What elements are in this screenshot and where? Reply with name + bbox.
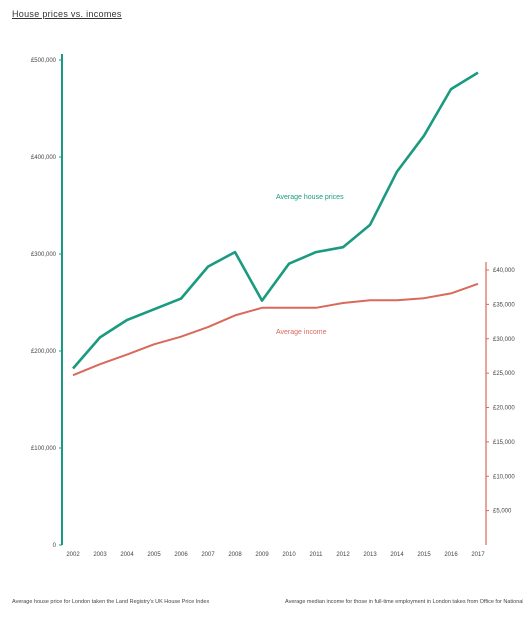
x-tick-label: 2008 — [228, 552, 242, 558]
right-tick-label: £35,000 — [493, 302, 515, 308]
series-line-house — [72, 71, 479, 370]
right-tick-label: £20,000 — [493, 406, 515, 412]
left-tick-label: £400,000 — [31, 155, 57, 161]
left-y-axis: 0 £100,000 £200,000 £300,000 £400,000 £500,00… — [31, 54, 63, 549]
x-tick-label: 2009 — [255, 552, 269, 558]
x-tick-label: 2016 — [444, 552, 458, 558]
series-line-income — [72, 282, 479, 377]
series-label-income: Average income — [276, 329, 327, 336]
right-tick-label: £10,000 — [493, 474, 515, 480]
x-tick-label: 2010 — [282, 552, 296, 558]
right-tick-label: £40,000 — [493, 268, 515, 274]
x-tick-label: 2011 — [310, 552, 324, 558]
left-tick-label: £100,000 — [31, 446, 57, 452]
left-tick-label: £300,000 — [31, 252, 57, 258]
left-tick-label: £500,000 — [31, 58, 57, 64]
source-note-house: Average house price for London taken the… — [12, 599, 210, 605]
left-tick-label: 0 — [53, 543, 57, 549]
series-label-house: Average house prices — [276, 194, 344, 201]
chart-title: House prices vs. incomes — [12, 9, 122, 19]
x-tick-label: 2004 — [120, 552, 134, 558]
x-tick-label: 2017 — [471, 552, 485, 558]
x-tick-label: 2005 — [147, 552, 161, 558]
x-tick-label: 2012 — [336, 552, 350, 558]
left-tick-label: £200,000 — [31, 349, 57, 355]
source-note-income: Average median income for those in full-… — [285, 599, 523, 605]
right-y-axis: £5,000 £10,000 £15,000 £20,000 £25,000 £30,00… — [485, 262, 515, 545]
right-tick-label: £15,000 — [493, 440, 515, 446]
x-tick-label: 2006 — [174, 552, 188, 558]
right-tick-label: £25,000 — [493, 371, 515, 377]
x-tick-label: 2002 — [66, 552, 80, 558]
series-layer — [72, 71, 479, 377]
right-tick-label: £30,000 — [493, 337, 515, 343]
right-tick-label: £5,000 — [493, 509, 512, 515]
x-tick-label: 2014 — [390, 552, 404, 558]
x-tick-label: 2007 — [201, 552, 215, 558]
x-tick-label: 2015 — [417, 552, 431, 558]
x-tick-label: 2013 — [363, 552, 377, 558]
x-tick-label: 2003 — [93, 552, 107, 558]
x-axis: 2002 2003 2004 2005 2006 2007 2008 2009 2010 2011… — [66, 552, 485, 558]
